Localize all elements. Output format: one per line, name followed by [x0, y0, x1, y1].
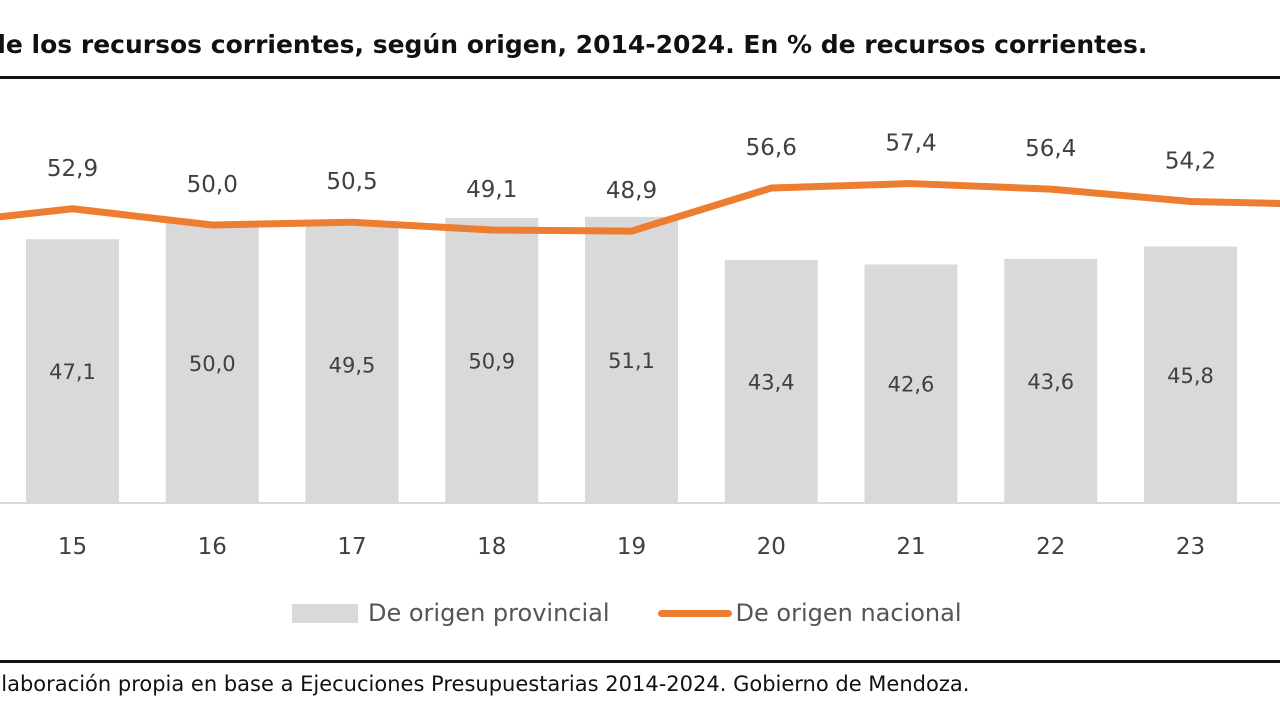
bar-provincial-16 — [165, 223, 259, 503]
bar-value-label: 42,6 — [888, 373, 935, 397]
x-tick-label: 20 — [757, 534, 786, 560]
x-axis-ticks: 15 16 17 18 19 20 21 22 23 — [58, 534, 1205, 560]
legend-swatch-nacional — [657, 609, 732, 617]
x-tick-label: 15 — [58, 534, 87, 560]
line-value-labels: 52,9 50,0 50,5 49,1 48,9 56,6 57,4 56,4 54,2 — [47, 131, 1216, 205]
x-tick-label: 17 — [337, 534, 366, 560]
x-tick-label: 22 — [1036, 534, 1065, 560]
bar-value-label: 47,1 — [49, 360, 96, 384]
bar-value-label: 43,4 — [748, 370, 795, 394]
bar-provincial-22 — [1004, 258, 1098, 503]
legend-label-nacional: De origen nacional — [735, 599, 962, 627]
legend: De origen provincial De origen nacional — [292, 596, 962, 630]
chart-area: 15 16 17 18 19 20 21 22 23 47,1 50,0 49,5 50,9 51,14… — [0, 131, 1280, 560]
bar-value-label: 50,9 — [468, 349, 515, 373]
bar-provincial-19 — [585, 216, 678, 503]
x-tick-label: 16 — [198, 534, 227, 560]
bar-provincial-21 — [864, 264, 958, 503]
bar-provincial-15 — [26, 239, 119, 504]
bar-value-label: 43,6 — [1027, 370, 1074, 394]
bars-provincial — [26, 216, 1237, 504]
line-value-label: 49,1 — [466, 177, 517, 203]
legend-label-provincial: De origen provincial — [368, 599, 610, 627]
x-tick-label: 19 — [617, 534, 646, 560]
line-value-label: 54,2 — [1165, 148, 1216, 174]
source-note: Elaboración propia en base a Ejecuciones… — [0, 672, 970, 696]
bar-provincial-18 — [445, 217, 539, 503]
line-value-label: 50,5 — [326, 169, 377, 195]
bar-provincial-23 — [1144, 246, 1237, 503]
bar-value-label: 45,8 — [1167, 364, 1214, 388]
bar-value-label: 50,0 — [189, 352, 236, 376]
x-tick-label: 21 — [896, 534, 925, 560]
line-value-label: 50,0 — [187, 172, 238, 198]
line-value-label: 56,4 — [1025, 136, 1076, 162]
line-value-label: 56,6 — [746, 135, 797, 161]
top-divider — [0, 76, 1280, 79]
line-value-label: 57,4 — [885, 131, 936, 157]
line-value-label: 52,9 — [47, 156, 98, 182]
chart-title: de los recursos corrientes, según origen… — [0, 30, 1148, 59]
bar-provincial-20 — [724, 259, 818, 503]
line-nacional — [0, 180, 1280, 235]
bottom-divider — [0, 660, 1280, 663]
bar-value-label: 49,5 — [329, 353, 376, 377]
bar-value-label: 51,1 — [608, 349, 655, 373]
bar-value-labels: 47,1 50,0 49,5 50,9 51,1 43,4 42,6 43,6 45,8 — [49, 349, 1214, 397]
x-tick-label: 23 — [1176, 534, 1205, 560]
x-tick-label: 18 — [477, 534, 506, 560]
line-value-label: 48,9 — [606, 178, 657, 204]
legend-swatch-provincial — [292, 603, 358, 623]
bar-provincial-17 — [305, 225, 399, 504]
